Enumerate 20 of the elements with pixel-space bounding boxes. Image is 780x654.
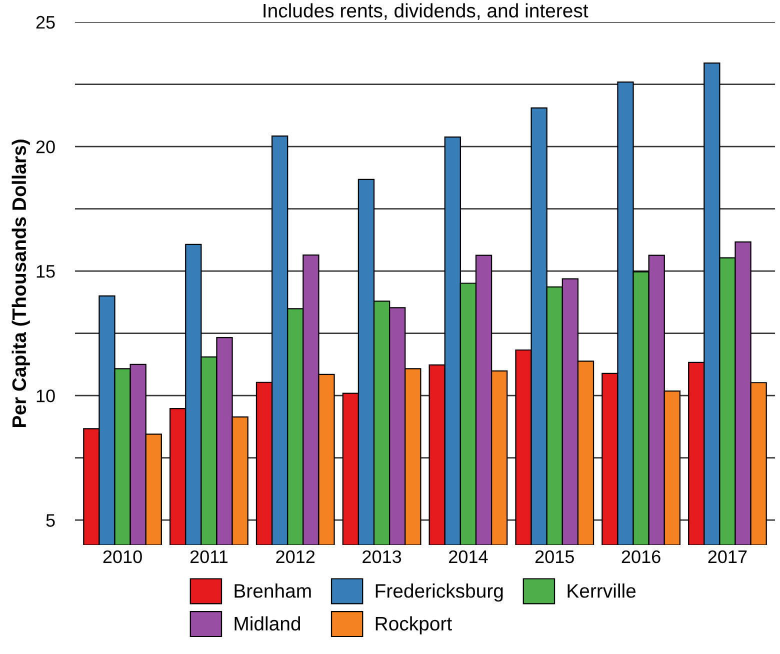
legend-label: Kerrville [568,584,636,598]
legend-label: Midland [234,616,300,631]
x-tick-label: 2016 [622,550,660,564]
x-tick-label: 2017 [708,550,747,564]
x-tick-label: 2012 [276,550,315,564]
x-tick-label: 2011 [190,550,228,564]
legend-label: Fredericksburg [376,584,503,602]
x-tick-label: 2010 [103,550,142,564]
x-tick-label: 2014 [449,550,488,564]
x-tick-label: 2015 [535,550,574,564]
legend-label: Rockport [376,616,452,634]
y-axis-title: Per Capita (Thousands Dollars) [12,140,30,427]
y-tick-label: 25 [36,16,55,29]
y-tick-label: 5 [46,514,55,527]
y-tick-label: 10 [36,390,55,402]
legend-label: Brenham [234,584,311,598]
y-tick-label: 15 [36,265,55,278]
y-tick-label: 20 [36,140,55,154]
x-tick-label: 2013 [362,550,402,564]
chart-subtitle: Includes rents, dividends, and interest [264,3,588,20]
